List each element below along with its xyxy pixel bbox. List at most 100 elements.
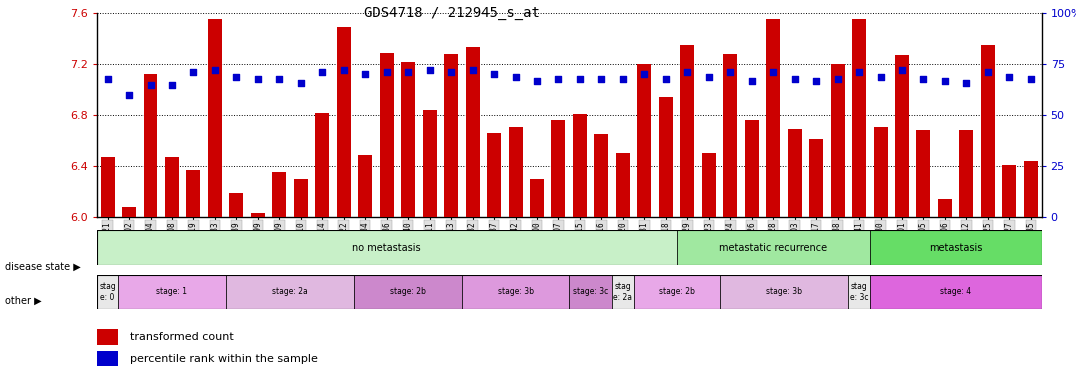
Bar	[809, 139, 823, 217]
Bar	[462, 275, 569, 309]
Bar	[869, 230, 1042, 265]
Text: stage: 4: stage: 4	[940, 287, 972, 296]
Bar	[637, 64, 651, 217]
Point	[228, 73, 245, 79]
Point	[765, 70, 782, 76]
Text: stag
e: 3c: stag e: 3c	[850, 282, 868, 301]
Point	[829, 76, 846, 82]
Bar	[572, 114, 586, 217]
Bar	[487, 133, 501, 217]
Point	[378, 70, 395, 76]
Text: stage: 2b: stage: 2b	[391, 287, 426, 296]
Bar	[659, 98, 672, 217]
Bar	[358, 155, 372, 217]
Bar	[852, 18, 866, 217]
Point	[250, 76, 267, 82]
Point	[399, 70, 416, 76]
Point	[335, 67, 352, 73]
Point	[593, 76, 610, 82]
Point	[550, 76, 567, 82]
Point	[99, 76, 116, 82]
Bar	[97, 230, 677, 265]
Bar	[444, 54, 458, 217]
Bar	[615, 153, 629, 217]
Point	[356, 71, 373, 78]
Bar	[97, 329, 117, 345]
Bar	[848, 275, 869, 309]
Point	[850, 70, 867, 76]
Text: transformed count: transformed count	[130, 332, 233, 342]
Bar	[208, 18, 222, 217]
Text: GDS4718 / 212945_s_at: GDS4718 / 212945_s_at	[364, 6, 540, 20]
Point	[185, 70, 202, 76]
Text: stage: 3b: stage: 3b	[497, 287, 534, 296]
Bar	[530, 179, 544, 217]
Point	[1022, 76, 1039, 82]
Bar	[380, 53, 394, 217]
Bar	[118, 275, 226, 309]
Bar	[869, 275, 1042, 309]
Point	[915, 76, 932, 82]
Bar	[165, 157, 179, 217]
Text: stage: 3b: stage: 3b	[766, 287, 802, 296]
Text: stag
e: 2a: stag e: 2a	[613, 282, 633, 301]
Bar	[766, 18, 780, 217]
Point	[464, 67, 481, 73]
Bar	[788, 129, 802, 217]
Point	[936, 78, 953, 84]
Point	[485, 71, 502, 78]
Bar	[401, 62, 415, 217]
Bar	[634, 275, 720, 309]
Text: no metastasis: no metastasis	[352, 243, 421, 253]
Bar	[680, 45, 694, 217]
Point	[958, 79, 975, 86]
Bar	[122, 207, 136, 217]
Point	[636, 71, 653, 78]
Bar	[337, 27, 351, 217]
Point	[507, 73, 524, 79]
Bar	[97, 275, 118, 309]
Bar	[569, 275, 612, 309]
Text: other ▶: other ▶	[5, 295, 42, 305]
Point	[614, 76, 632, 82]
Point	[207, 67, 224, 73]
Bar	[960, 131, 974, 217]
Point	[787, 76, 804, 82]
Bar	[745, 120, 759, 217]
Bar	[229, 193, 243, 217]
Text: stage: 3c: stage: 3c	[574, 287, 608, 296]
Bar	[272, 172, 286, 217]
Bar	[874, 127, 888, 217]
Point	[314, 70, 331, 76]
Bar	[677, 230, 869, 265]
Text: stage: 1: stage: 1	[156, 287, 187, 296]
Bar	[895, 55, 909, 217]
Point	[121, 92, 138, 98]
Text: stage: 2b: stage: 2b	[659, 287, 694, 296]
Point	[700, 73, 718, 79]
Bar	[97, 351, 117, 366]
Text: stage: 2a: stage: 2a	[272, 287, 308, 296]
Bar	[552, 120, 566, 217]
Bar	[917, 131, 931, 217]
Bar	[466, 46, 480, 217]
Bar	[315, 113, 329, 217]
Point	[807, 78, 824, 84]
Point	[271, 76, 288, 82]
Bar	[723, 54, 737, 217]
Bar	[100, 157, 114, 217]
Text: metastasis: metastasis	[929, 243, 982, 253]
Bar	[294, 179, 308, 217]
Bar	[594, 134, 608, 217]
Point	[293, 79, 310, 86]
Point	[979, 70, 996, 76]
Bar	[226, 275, 354, 309]
Point	[421, 67, 438, 73]
Bar	[612, 275, 634, 309]
Text: metastatic recurrence: metastatic recurrence	[719, 243, 827, 253]
Point	[657, 76, 675, 82]
Bar	[981, 45, 995, 217]
Point	[442, 70, 459, 76]
Point	[679, 70, 696, 76]
Bar	[251, 213, 265, 217]
